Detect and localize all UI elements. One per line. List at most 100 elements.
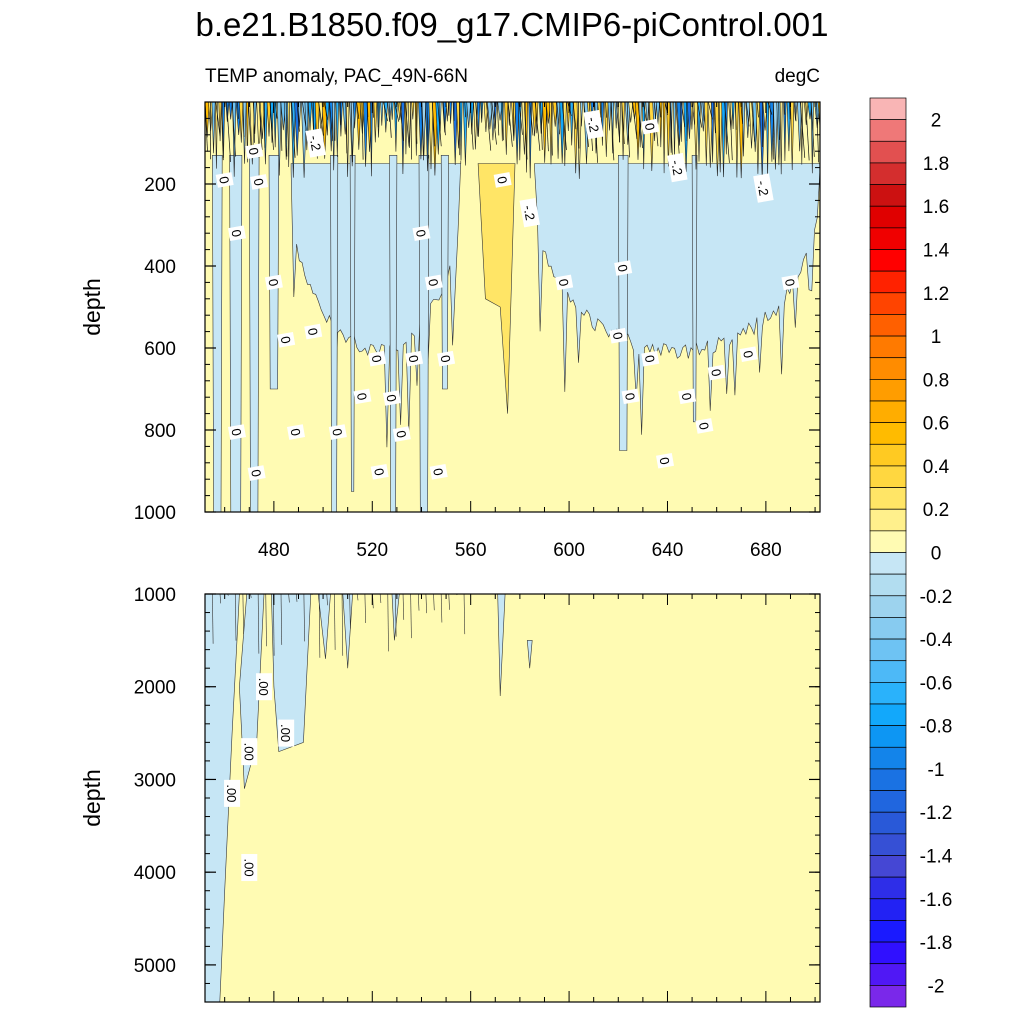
svg-text:0: 0: [288, 427, 304, 437]
colorbar-label: 0.8: [923, 370, 949, 391]
upper-surface-filament: [779, 102, 783, 175]
contour-label: 0: [695, 418, 714, 434]
upper-surface-contour-line: [410, 102, 412, 160]
upper-surface-contour-line: [464, 102, 466, 118]
svg-text:-.2: -.2: [754, 179, 771, 197]
upper-surface-contour-line: [302, 102, 307, 130]
lower-contour-line: [410, 594, 412, 639]
upper-surface-contour-line: [269, 102, 274, 150]
upper-contour-labels: -.2 0 0 0 0 0 0 0 0 0 0 0 0 0 0 0 0 0 0 0 0 0 0 -.2 0 -.2 0 0 0 0 0 -.2…: [215, 109, 800, 481]
upper-surface-filament: [332, 102, 336, 171]
contour-label: 0: [437, 350, 456, 367]
upper-surface-contour-line: [491, 102, 497, 145]
colorbar-swatch: [869, 292, 907, 315]
upper-surface-filament: [287, 102, 291, 168]
upper-surface-filament: [428, 102, 434, 170]
upper-surface-contour-line: [735, 102, 737, 130]
colorbar-swatch: [869, 400, 907, 423]
contour-label: .00: [278, 719, 295, 747]
lower-negative-region-7: [497, 594, 506, 697]
contour-label: -.2: [753, 173, 774, 203]
svg-text:-.2: -.2: [668, 159, 685, 177]
upper-surface-contour-line: [329, 102, 334, 142]
upper-surface-filament: [741, 102, 746, 157]
contour-label: 0: [304, 323, 323, 340]
colorbar-swatch: [869, 573, 907, 597]
colorbar-swatch: [869, 920, 907, 943]
upper-surface-filament: [755, 102, 761, 174]
x-tick-label: 560: [455, 540, 487, 561]
upper-surface-filament: [704, 102, 709, 166]
colorbar-label: -0.6: [920, 673, 953, 694]
upper-surface-filament: [666, 102, 671, 167]
chart-title: b.e21.B1850.f09_g17.CMIP6-piControl.001: [196, 6, 829, 43]
upper-negative-streak-8: [418, 155, 430, 512]
contour-label: 0: [621, 388, 640, 405]
lower-negative-region-4: [317, 594, 331, 659]
y-tick-label: 200: [144, 175, 176, 196]
contour-label: -.2: [519, 198, 540, 228]
upper-surface-filament: [648, 102, 655, 172]
lower-x-axis: [224, 594, 816, 1002]
lower-contour-labels: .00 .00 .00 .00 .00: [224, 673, 295, 882]
upper-surface-contour-line: [799, 102, 806, 158]
upper-surface-contour-line: [404, 102, 410, 147]
upper-surface-contour-line: [772, 102, 775, 160]
upper-surface-filament: [673, 102, 676, 158]
colorbar-swatch: [869, 833, 907, 856]
lower-contour-line: [265, 594, 267, 647]
upper-surface-contour-line: [502, 102, 504, 141]
upper-surface-contour-line: [572, 102, 577, 130]
lower-contour-line: [356, 594, 359, 601]
y-tick-label: 1000: [134, 585, 176, 606]
colorbar-label: 1.6: [923, 197, 949, 218]
upper-surface-filament: [449, 102, 453, 124]
svg-text:0: 0: [371, 467, 387, 477]
upper-surface-contour-line: [643, 102, 647, 122]
upper-surface-filament: [214, 102, 218, 169]
upper-surface-contour-line: [399, 102, 404, 141]
contour-label: 0: [609, 327, 628, 344]
lower-contour-line: [234, 594, 237, 641]
upper-negative-streak-4: [268, 155, 280, 390]
colorbar-swatch: [869, 790, 907, 813]
colorbar-swatch: [869, 184, 907, 207]
lower-contour-line: [433, 594, 435, 611]
svg-text:.00: .00: [241, 743, 256, 761]
upper-surface-contour-line: [724, 102, 730, 163]
upper-surface-filament: [772, 102, 778, 170]
contour-label: 0: [245, 143, 264, 159]
upper-negative-streak-1: [212, 155, 223, 512]
upper-surface-filament: [514, 102, 520, 165]
colorbar-swatch: [869, 140, 907, 164]
svg-text:0: 0: [696, 421, 712, 431]
upper-surface-filament: [421, 102, 427, 156]
svg-text:0: 0: [615, 263, 631, 273]
contour-label: 0: [277, 332, 296, 348]
upper-surface-filament: [363, 102, 369, 167]
contour-label: 0: [405, 350, 424, 367]
colorbar-swatch: [869, 508, 907, 532]
colorbar-swatch: [869, 379, 907, 402]
upper-surface-contour-line: [610, 102, 615, 161]
upper-surface-filament: [276, 102, 282, 176]
lower-contour-line: [250, 594, 252, 598]
svg-text:0: 0: [265, 278, 281, 288]
upper-surface-filament: [411, 102, 415, 120]
upper-surface-contour-line: [697, 102, 703, 128]
svg-text:0: 0: [354, 392, 370, 402]
upper-surface-contour-line: [680, 102, 686, 128]
upper-surface-filament: [745, 102, 751, 138]
upper-surface-contour-line: [670, 102, 673, 155]
upper-surface-contour-line: [540, 102, 543, 150]
upper-surface-contour-line: [783, 102, 786, 115]
svg-text:0: 0: [369, 354, 385, 364]
upper-surface-contour-line: [507, 102, 513, 147]
lower-negative-region-8: [526, 640, 533, 669]
lower-panel: .00 .00 .00 .00 .00 1000 2000 3000 4000 5000 dep…: [79, 585, 821, 1003]
lower-contour-line: [257, 594, 260, 654]
colorbar-swatch: [869, 660, 907, 683]
upper-surface-contour-line: [394, 102, 400, 122]
lower-contour-line: [318, 594, 321, 658]
colorbar-label: -1.8: [920, 933, 953, 954]
